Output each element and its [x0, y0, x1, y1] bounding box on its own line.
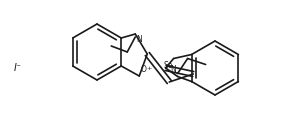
Text: N: N: [136, 35, 142, 44]
Text: +: +: [146, 66, 152, 71]
Text: O: O: [140, 65, 146, 74]
Text: Se: Se: [163, 61, 172, 69]
Text: I⁻: I⁻: [14, 63, 22, 73]
Text: N: N: [170, 66, 176, 75]
